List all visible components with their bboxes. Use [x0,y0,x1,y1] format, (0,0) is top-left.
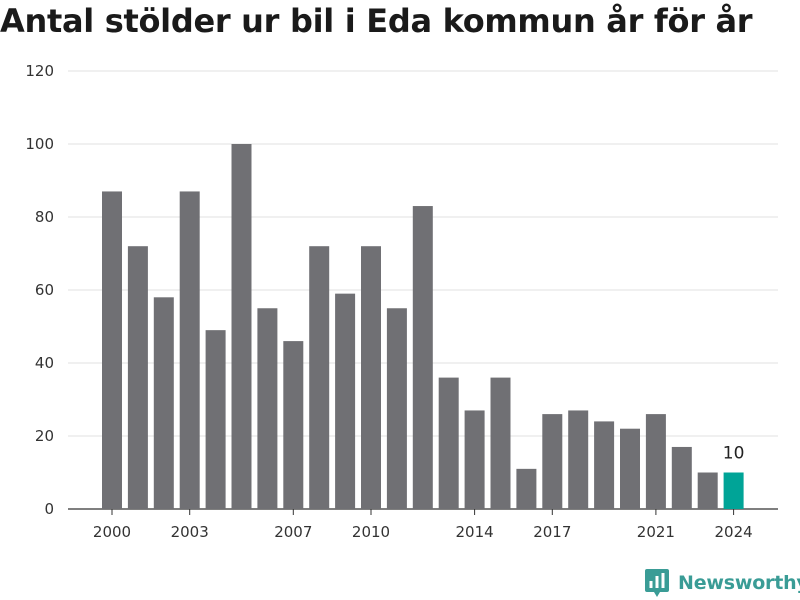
newsworthy-brand: Newsworthy [644,568,800,598]
data-labels: 10 [723,444,745,464]
x-tick-label: 2024 [715,523,753,541]
bar-2007 [283,341,304,509]
y-tick-label: 20 [35,427,54,445]
y-tick-label: 60 [35,281,54,299]
x-tick-label: 2000 [93,523,131,541]
y-tick-label: 100 [25,135,54,153]
bar-2009 [335,293,356,509]
bar-2021 [645,414,666,509]
y-tick-label: 80 [35,208,54,226]
bar-2020 [620,428,640,509]
x-tick-label: 2017 [533,523,571,541]
x-tick-label: 2010 [352,523,390,541]
x-tick-label: 2014 [456,523,494,541]
bar-2018 [568,410,589,509]
y-tick-label: 0 [44,500,54,518]
bar-2024 [723,472,744,509]
brand-name: Newsworthy [678,572,800,594]
y-tick-label: 120 [25,62,54,80]
x-axis-ticks: 2000 2003 2007 2010 2014 2017 2021 2024 [93,509,753,541]
bar-2022 [671,446,692,509]
chart-title: Antal stölder ur bil i Eda kommun år för… [0,2,753,40]
bar-2012 [412,206,433,510]
bar-2002 [153,297,174,509]
bar-chart: 0 20 40 60 80 100 120 2000 2003 2007 2010 2014 2017… [25,62,778,541]
y-tick-label: 40 [35,354,54,372]
bar-2006 [257,308,278,509]
bar-2003 [179,191,200,509]
bar-2001 [127,246,148,509]
x-tick-label: 2003 [171,523,209,541]
x-tick-label: 2007 [274,523,312,541]
bar-2015 [490,377,511,509]
bar-2014 [464,410,485,509]
bar-2005 [231,144,252,509]
bar-2017 [542,414,563,509]
bar-2013 [438,377,459,509]
bar-2000 [102,191,122,509]
bar-2008 [309,246,330,509]
bar-2023 [697,472,718,509]
bar-chart-icon [645,569,669,597]
bar-2004 [205,330,226,509]
bar-2010 [361,246,381,509]
data-label-2024: 10 [723,444,745,464]
x-tick-label: 2021 [637,523,675,541]
bars [102,144,744,510]
y-axis-ticks: 0 20 40 60 80 100 120 [25,62,54,518]
bar-2016 [516,468,537,509]
bar-2019 [594,421,615,509]
bar-2011 [386,308,407,509]
